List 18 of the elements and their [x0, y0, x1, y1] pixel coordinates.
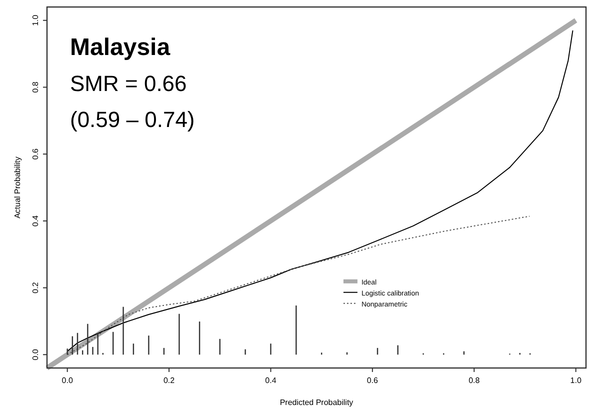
- x-tick-label: 1.0: [570, 376, 582, 385]
- y-tick-label: 0.4: [31, 214, 40, 226]
- y-tick-label: 0.6: [31, 148, 40, 160]
- x-tick-label: 0.4: [265, 376, 277, 385]
- x-tick-label: 0.6: [366, 376, 379, 385]
- y-tick-label: 0.0: [31, 348, 40, 360]
- annotation: SMR = 0.66: [70, 71, 187, 96]
- y-tick-label: 0.2: [31, 282, 40, 294]
- x-tick-label: 0.8: [468, 376, 480, 385]
- x-tick-label: 0.2: [163, 376, 176, 385]
- y-tick-label: 1.0: [31, 14, 40, 26]
- y-axis-title: Actual Probability: [13, 156, 22, 218]
- x-axis-title: Predicted Probability: [280, 398, 354, 407]
- y-tick-label: 0.8: [31, 81, 40, 93]
- x-tick-label: 0.0: [62, 376, 74, 385]
- line-series: [66, 216, 530, 356]
- annotation: (0.59 – 0.74): [70, 107, 195, 132]
- annotation: Malaysia: [70, 34, 171, 61]
